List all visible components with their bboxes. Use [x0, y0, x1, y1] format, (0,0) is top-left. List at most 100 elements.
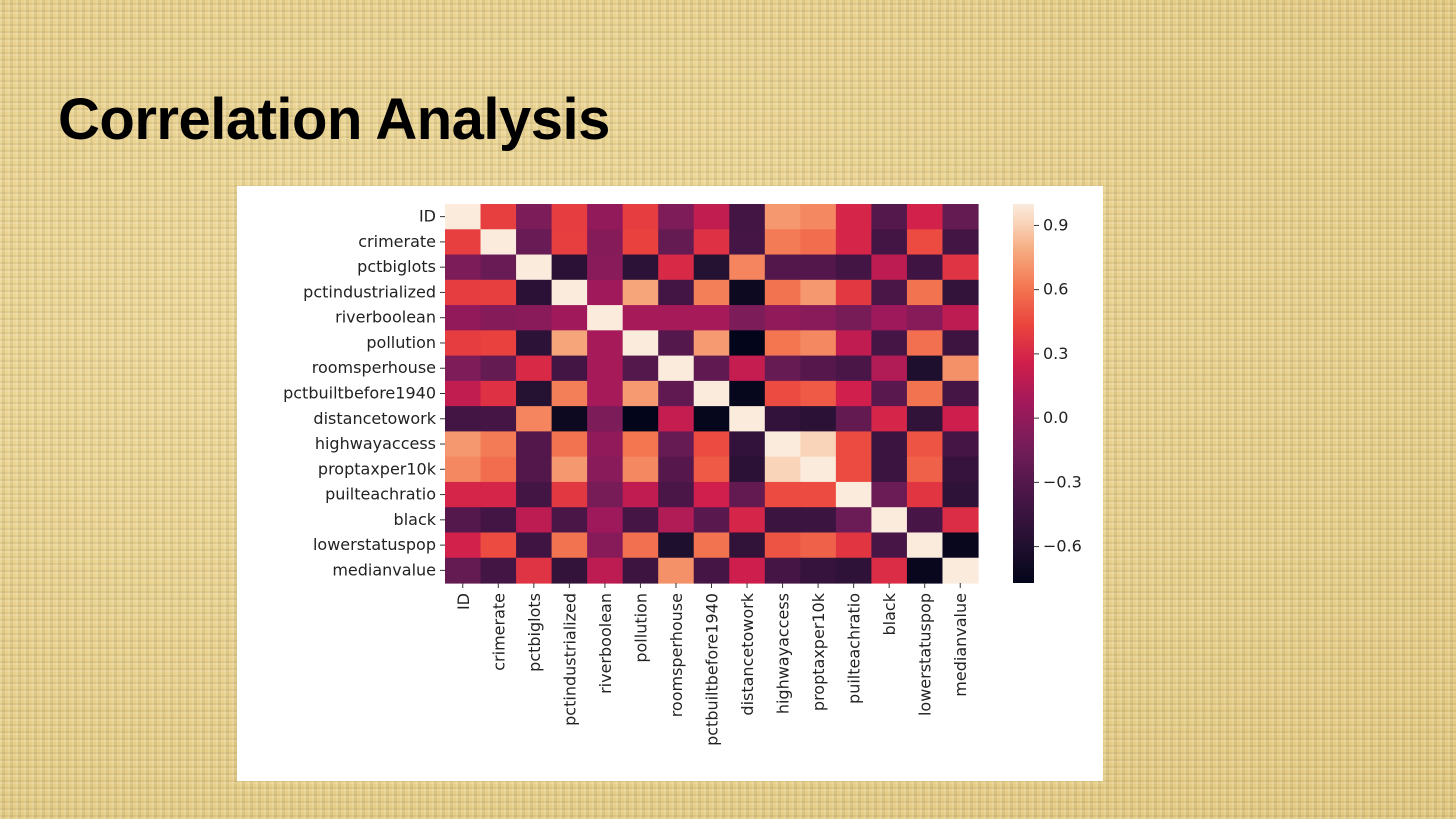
- heatmap-cell: [658, 330, 695, 357]
- heatmap-cell: [693, 254, 730, 281]
- heatmap-cell: [480, 380, 517, 407]
- heatmap-cell: [587, 406, 624, 432]
- heatmap-cell: [587, 254, 624, 281]
- heatmap-cell: [480, 456, 517, 483]
- heatmap-cell: [622, 254, 659, 281]
- y-tick-label: proptaxper10k: [318, 459, 437, 478]
- heatmap-cell: [764, 406, 801, 432]
- heatmap-cell: [942, 204, 979, 230]
- heatmap-cell: [587, 305, 624, 331]
- heatmap-cell: [516, 229, 553, 256]
- heatmap-cell: [871, 305, 908, 331]
- x-tick-label: pctbiglots: [525, 593, 544, 672]
- colorbar-tick-label: 0.6: [1043, 280, 1068, 299]
- heatmap-cell: [445, 431, 482, 458]
- heatmap-cell: [480, 279, 517, 306]
- heatmap-cell: [729, 305, 766, 331]
- heatmap-cell: [551, 229, 588, 256]
- heatmap-cell: [942, 279, 979, 306]
- heatmap-cell: [942, 507, 979, 534]
- heatmap-cell: [587, 380, 624, 407]
- heatmap-cell: [906, 431, 944, 458]
- heatmap-cell: [622, 456, 659, 483]
- heatmap-cell: [658, 481, 695, 508]
- heatmap-cell: [942, 406, 979, 432]
- heatmap-cell: [800, 507, 837, 534]
- heatmap-cell: [800, 330, 837, 357]
- heatmap-cell: [906, 557, 944, 584]
- x-tick-label: ID: [454, 593, 473, 610]
- heatmap-cell: [587, 481, 624, 508]
- colorbar: [1013, 204, 1034, 583]
- heatmap-cell: [729, 380, 766, 407]
- heatmap-cell: [587, 229, 624, 256]
- heatmap-cell: [516, 305, 553, 331]
- heatmap-cell: [764, 330, 801, 357]
- heatmap-cell: [906, 456, 944, 483]
- heatmap-cell: [942, 557, 979, 584]
- heatmap-cell: [800, 279, 837, 306]
- heatmap-cell: [729, 406, 766, 432]
- correlation-heatmap: ID crimerate pctbiglots pctindustrialized ri…: [283, 204, 1082, 746]
- heatmap-cell: [622, 406, 659, 432]
- heatmap-cell: [587, 330, 624, 357]
- x-tick-label: highwayaccess: [774, 593, 793, 714]
- heatmap-cell: [658, 305, 695, 331]
- heatmap-cell: [658, 279, 695, 306]
- heatmap-cell: [551, 507, 588, 534]
- heatmap-cell: [622, 507, 659, 534]
- heatmap-cell: [871, 355, 908, 382]
- x-tick-labels: ID crimerate pctbiglots pctindustrialized ri…: [454, 583, 970, 746]
- heatmap-cell: [835, 204, 872, 230]
- colorbar-tick-label: −0.6: [1043, 537, 1082, 556]
- heatmap-cell: [764, 532, 801, 559]
- heatmap-cell: [622, 481, 659, 508]
- heatmap-cell: [587, 279, 624, 306]
- heatmap-cell: [622, 330, 659, 357]
- heatmap-cell: [658, 406, 695, 432]
- heatmap-cell: [942, 355, 979, 382]
- heatmap-cell: [906, 481, 944, 508]
- heatmap-cell: [871, 532, 908, 559]
- heatmap-cell: [693, 431, 730, 458]
- heatmap-cell: [480, 481, 517, 508]
- x-tick-label: roomsperhouse: [667, 593, 686, 717]
- heatmap-cell: [906, 507, 944, 534]
- heatmap-cell: [906, 229, 944, 256]
- x-tick-label: pollution: [631, 593, 650, 663]
- heatmap-cell: [480, 204, 517, 230]
- heatmap-cell: [764, 229, 801, 256]
- heatmap-cell: [835, 406, 872, 432]
- heatmap-cell: [942, 431, 979, 458]
- heatmap-cell: [835, 229, 872, 256]
- slide-title: Correlation Analysis: [58, 87, 610, 152]
- y-tick-label: riverboolean: [335, 308, 436, 327]
- heatmap-cell: [906, 532, 944, 559]
- heatmap-cell: [622, 279, 659, 306]
- heatmap-cell: [871, 557, 908, 584]
- heatmap-cell: [800, 532, 837, 559]
- heatmap-cell: [942, 456, 979, 483]
- colorbar-tick-label: −0.3: [1043, 472, 1082, 491]
- heatmap-cell: [516, 507, 553, 534]
- heatmap-cell: [800, 380, 837, 407]
- x-tick-label: lowerstatuspop: [916, 593, 935, 716]
- heatmap-cell: [871, 456, 908, 483]
- heatmap-cell: [551, 305, 588, 331]
- heatmap-cell: [480, 406, 517, 432]
- heatmap-cell: [516, 431, 553, 458]
- heatmap-cell: [445, 557, 482, 584]
- heatmap-cell: [906, 380, 944, 407]
- heatmap-cell: [800, 355, 837, 382]
- heatmap-cell: [658, 456, 695, 483]
- heatmap-cell: [551, 330, 588, 357]
- y-tick-label: pollution: [366, 333, 436, 352]
- heatmap-cell: [906, 254, 944, 281]
- heatmap-cell: [764, 204, 801, 230]
- heatmap-cell: [445, 481, 482, 508]
- heatmap-cell: [764, 431, 801, 458]
- heatmap-cell: [871, 431, 908, 458]
- heatmap-cell: [516, 380, 553, 407]
- heatmap-cell: [906, 279, 944, 306]
- heatmap-cell: [871, 380, 908, 407]
